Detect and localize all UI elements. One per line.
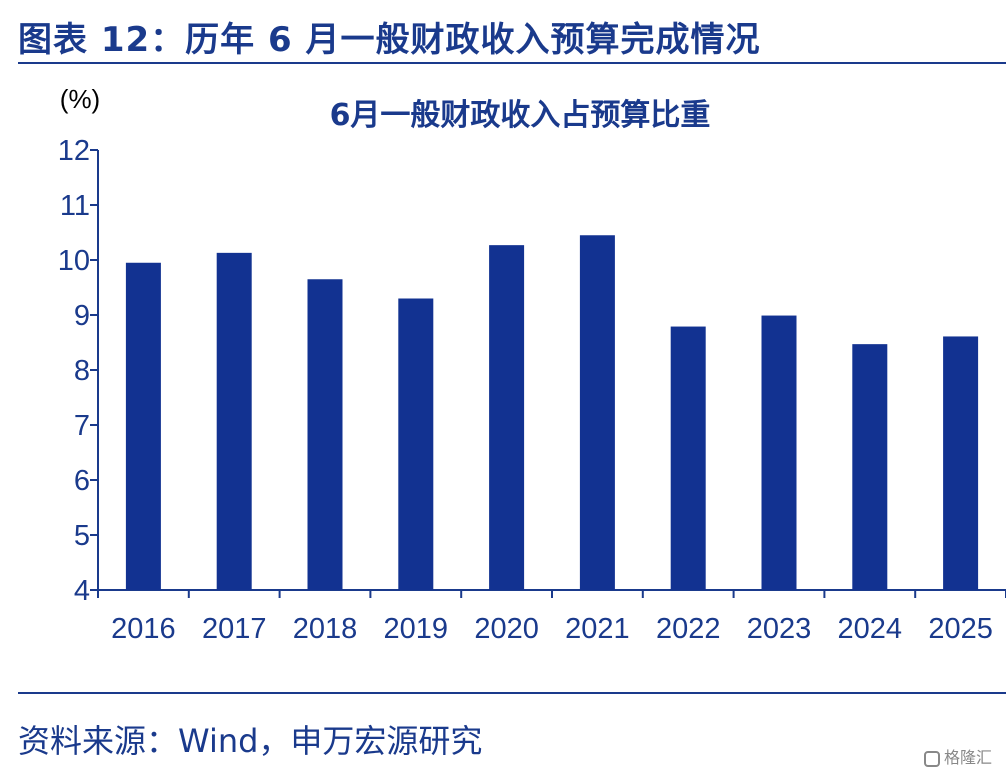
x-tick-label: 2023 — [747, 613, 812, 645]
top-divider — [18, 62, 1006, 64]
x-tick-label: 2016 — [111, 613, 176, 645]
bar-2021 — [579, 235, 615, 590]
bottom-divider — [18, 692, 1006, 694]
x-tick-label: 2022 — [656, 613, 721, 645]
x-tick-labels: 2016 2017 2018 2019 2020 2021 2022 2023 2024 2025 — [111, 613, 993, 645]
bar-2019 — [398, 298, 434, 590]
watermark: 格隆汇 — [923, 744, 992, 768]
y-tick-label: 4 — [74, 575, 90, 607]
y-axis: 4 5 6 7 8 9 10 11 12 — [58, 135, 99, 607]
y-tick-label: 10 — [58, 245, 90, 277]
bars-group — [125, 235, 979, 590]
watermark-logo-icon — [923, 750, 940, 767]
bar-2018 — [307, 279, 343, 590]
x-tick-label: 2020 — [474, 613, 539, 645]
x-tick-label: 2018 — [293, 613, 358, 645]
y-tick-label: 9 — [74, 300, 90, 332]
bar-2020 — [489, 245, 525, 590]
bar-2023 — [761, 315, 797, 590]
watermark-text: 格隆汇 — [943, 748, 992, 767]
y-tick-label: 6 — [74, 465, 90, 497]
y-axis-unit-label: (%) — [60, 84, 100, 114]
y-tick-label: 12 — [58, 135, 90, 167]
x-tick-label: 2019 — [384, 613, 449, 645]
x-tick-label: 2021 — [565, 613, 630, 645]
bar-2016 — [125, 262, 161, 590]
x-tick-label: 2024 — [838, 613, 903, 645]
x-tick-label: 2025 — [928, 613, 993, 645]
y-tick-label: 8 — [74, 355, 90, 387]
x-axis — [97, 589, 1006, 598]
source-note: 资料来源：Wind，申万宏源研究 — [18, 722, 483, 760]
x-tick-label: 2017 — [202, 613, 267, 645]
bar-2022 — [670, 326, 706, 590]
bar-2017 — [216, 252, 252, 590]
bar-2025 — [943, 336, 979, 590]
y-tick-label: 5 — [74, 520, 90, 552]
chart-title: 6月一般财政收入占预算比重 — [330, 98, 711, 133]
bar-2024 — [852, 344, 888, 590]
figure-title: 图表 12：历年 6 月一般财政收入预算完成情况 — [18, 20, 761, 60]
y-tick-label: 7 — [74, 410, 90, 442]
y-tick-label: 11 — [60, 190, 90, 222]
